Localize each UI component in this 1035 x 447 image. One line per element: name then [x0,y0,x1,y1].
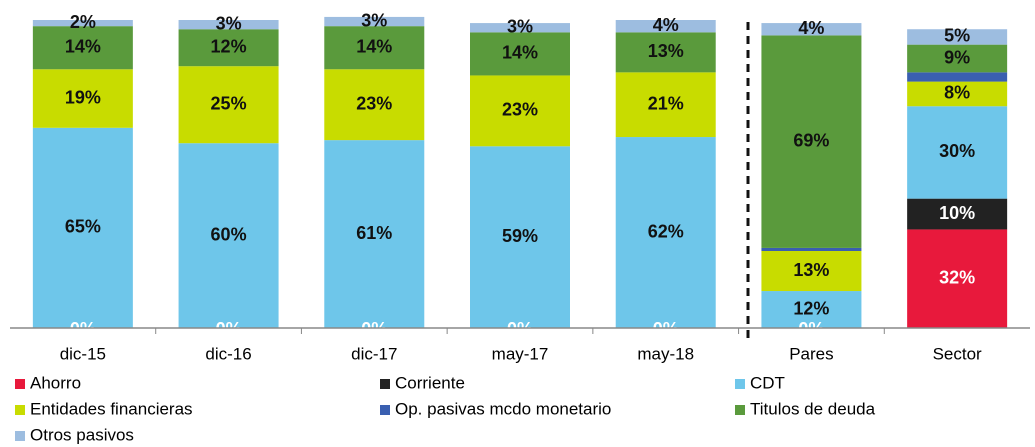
legend-swatch [735,379,745,389]
bar-segment [32,127,133,328]
legend-label: Titulos de deuda [750,399,876,418]
data-label: 62% [648,221,684,241]
data-label: 9% [944,47,970,67]
data-label: 61% [356,223,392,243]
data-label: 13% [793,260,829,280]
data-label: 10% [939,203,975,223]
data-label: 8% [944,83,970,103]
legend-label: Ahorro [30,373,81,392]
data-label: 3% [507,16,533,36]
bar-segment [907,29,1008,45]
bar-segment [761,247,862,251]
legend-label: Entidades financieras [30,399,193,418]
bar-segment [324,140,425,328]
data-label: 0% [507,319,533,339]
x-tick-label: may-17 [492,344,549,363]
data-label: 5% [944,26,970,46]
bar-segment [761,251,862,292]
data-label: 13% [648,41,684,61]
x-tick-label: dic-16 [205,344,251,363]
legend-label: Op. pasivas mcdo monetario [395,399,611,418]
bar-segment [615,20,716,33]
data-label: 3% [216,13,242,33]
data-label: 19% [65,87,101,107]
data-label: 4% [798,18,824,38]
legend-label: CDT [750,373,785,392]
data-labels: 0% 65% 19% 14% 2% 0% 60% 25% 12% 3% 0% 61% 23% 14% 3% 0… [65,10,975,339]
annotations: dic-15 dic-16 dic-17 may-17 may-18 Pares Secto… [15,328,982,444]
data-label: 0% [798,319,824,339]
bar-segment [907,229,1008,328]
data-label: 12% [793,298,829,318]
data-label: 14% [356,36,392,56]
data-label: 2% [70,12,96,32]
data-label: 23% [502,100,538,120]
bar-segment [470,32,570,76]
x-tick-label: dic-17 [351,344,397,363]
data-label: 0% [216,319,242,339]
legend-label: Otros pasivos [30,425,134,444]
bar-segment [615,32,716,73]
plot [32,16,1008,328]
data-label: 32% [939,267,975,287]
bar-segment [470,146,570,328]
data-label: 0% [361,319,387,339]
bar-segment [32,26,133,70]
bar-segment [324,16,425,27]
bar-segment [615,72,716,138]
bar-segment [907,106,1008,199]
data-label: 14% [502,43,538,63]
bar-segment [470,75,570,147]
data-label: 0% [70,319,96,339]
x-tick-label: Sector [933,344,982,363]
bar-segment [907,198,1008,230]
data-label: 25% [211,93,247,113]
data-label: 65% [65,217,101,237]
data-label: 59% [502,226,538,246]
bar-segment [324,26,425,70]
data-label: 4% [653,15,679,35]
legend-swatch [15,405,25,415]
x-tick-label: Pares [789,344,833,363]
data-label: 23% [356,93,392,113]
bar-segment [761,23,862,36]
bar-segment [615,137,716,328]
data-label: 3% [361,10,387,30]
x-tick-label: dic-15 [60,344,106,363]
bar-segment [324,69,425,141]
legend-swatch [15,379,25,389]
data-label: 14% [65,36,101,56]
legend-label: Corriente [395,373,465,392]
legend-swatch [15,431,25,441]
bar-segment [32,69,133,128]
data-label: 0% [653,319,679,339]
data-label: 21% [648,93,684,113]
legend-swatch [735,405,745,415]
bar-segment [907,44,1008,73]
bar-segment [761,35,862,248]
data-label: 30% [939,141,975,161]
legend-swatch [380,379,390,389]
bar-segment [178,20,279,30]
bar-segment [32,20,133,27]
legend-swatch [380,405,390,415]
bar-segment [907,72,1008,82]
bar-segment [470,23,570,33]
bar-segment [178,29,279,67]
bar-segment [178,143,279,328]
data-label: 69% [793,130,829,150]
bar-segment [907,81,1008,107]
data-label: 60% [211,224,247,244]
x-tick-label: may-18 [637,344,694,363]
bar-segment [178,66,279,144]
data-label: 12% [211,36,247,56]
bar-segment [761,291,862,328]
